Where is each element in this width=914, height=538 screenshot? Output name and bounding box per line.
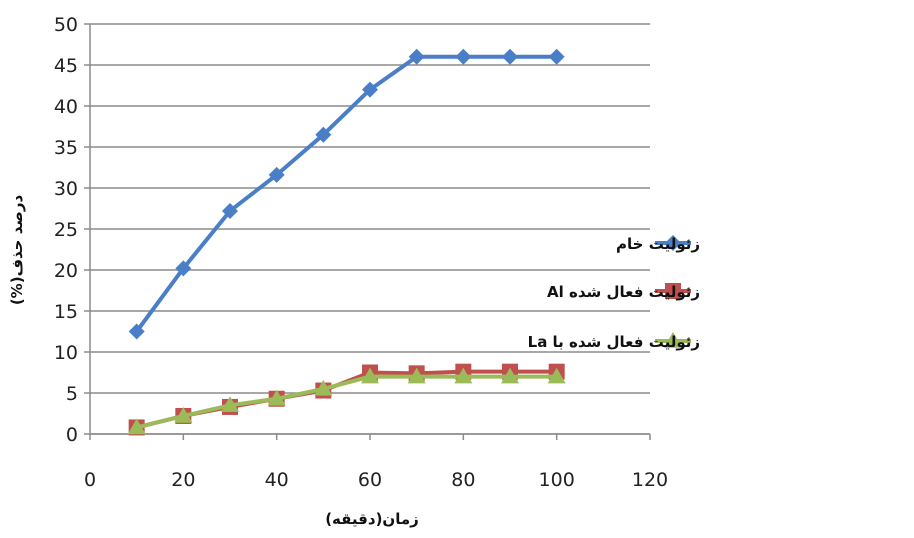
data-point [127,418,146,435]
data-point [502,48,518,65]
y-tick-label: 40 [54,96,78,118]
x-tick-label: 100 [539,469,575,491]
x-tick-label: 20 [171,469,195,491]
data-point [361,367,379,384]
series-3 [127,367,566,435]
data-point [362,81,378,98]
data-point [548,48,565,65]
series-line [136,369,557,430]
data-point [454,367,473,384]
data-point [128,323,145,340]
gridlines [90,23,650,435]
x-tick-label: 0 [84,469,96,491]
y-axis-title: درصد حذف(%) [8,195,26,306]
data-point [547,367,566,384]
legend-label: زئولیت فعال شده با La [528,333,700,351]
series-line [135,54,557,333]
x-tick-labels: 0 20 40 60 80 100 120 [84,469,668,491]
y-tick-label: 20 [54,260,78,282]
data-point [501,367,519,384]
series-group [127,48,566,436]
data-point [221,396,239,413]
x-tick-label: 60 [358,469,382,491]
x-tick-label: 80 [451,469,475,491]
y-tick-label: 35 [54,137,78,159]
y-tick-label: 0 [66,424,78,446]
legend-item-2: زئولیت فعال شده Al [547,283,700,301]
y-tick-label: 10 [54,342,78,364]
series-1 [128,48,565,340]
data-point [222,202,238,219]
data-point [408,48,425,65]
x-tick-label: 40 [265,469,289,491]
series-2 [128,363,565,436]
y-tick-label: 50 [54,14,78,36]
series-line [136,374,557,430]
x-tick-label: 120 [632,469,668,491]
legend-label: زئولیت فعال شده Al [547,283,700,301]
data-point [407,367,426,384]
data-point [665,283,681,299]
data-point [268,166,285,183]
y-tick-label: 15 [54,301,78,323]
x-axis-title: زمان(دقیقه) [325,510,419,528]
data-point [174,406,193,423]
axes [84,23,651,440]
y-tick-label: 45 [54,55,78,77]
legend-label: زئولیت خام [616,235,700,253]
y-tick-label: 30 [54,178,78,200]
data-point [175,260,192,277]
y-tick-label: 5 [66,383,78,405]
data-point [314,379,333,396]
legend-item-3: زئولیت فعال شده با La [528,332,700,351]
data-point [664,332,682,348]
y-tick-labels: 0 5 10 15 20 25 30 35 40 45 50 [54,14,78,446]
y-tick-label: 25 [54,219,78,241]
data-point [267,389,286,406]
data-point [455,48,472,65]
legend: زئولیت خام زئولیت فعال شده Al زئولیت فعال … [528,235,700,351]
legend-item-1: زئولیت خام [616,235,700,253]
data-point [665,235,681,251]
data-point [315,126,332,143]
